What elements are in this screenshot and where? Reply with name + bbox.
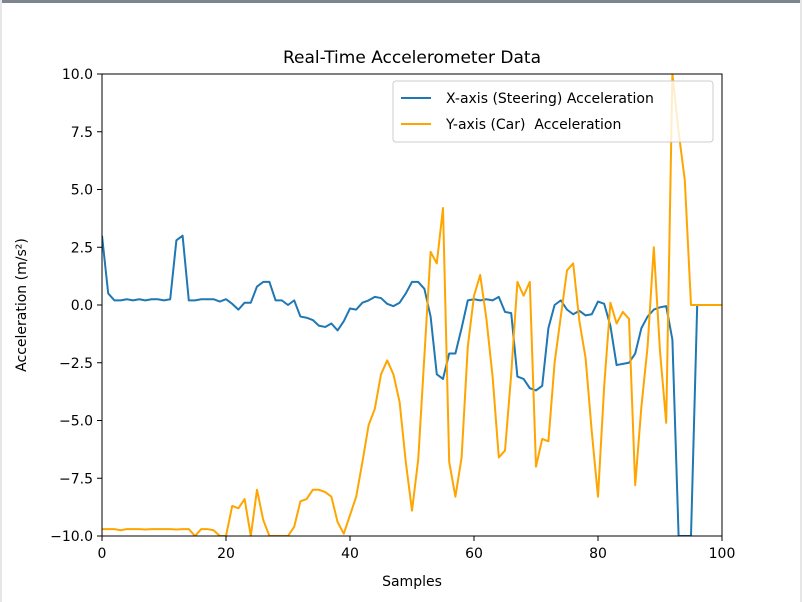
x-tick-label: 80 <box>589 546 607 562</box>
y-tick-label: −10.0 <box>50 529 93 545</box>
y-tick-label: 7.5 <box>71 125 93 141</box>
plot-frame <box>101 73 723 537</box>
window-left-border <box>0 0 2 602</box>
y-tick-label: −7.5 <box>59 471 93 487</box>
x-tick-label: 40 <box>341 546 359 562</box>
y-tick-label: −2.5 <box>59 356 93 372</box>
x-axis-label: Samples <box>382 574 442 590</box>
x-tick-label: 60 <box>465 546 483 562</box>
series-line-1 <box>102 74 722 536</box>
legend-label-x-axis: X-axis (Steering) Acceleration <box>446 91 654 107</box>
y-axis-label: Acceleration (m/s²) <box>14 238 30 372</box>
y-tick-label: 0.0 <box>71 298 93 314</box>
series-layer <box>102 74 722 536</box>
y-axis-ticks: 10.0 7.5 5.0 2.5 0.0 −2.5 −5.0 −7.5 −10.0 <box>50 67 102 545</box>
y-tick-label: −5.0 <box>59 414 93 430</box>
legend: X-axis (Steering) Acceleration Y-axis (C… <box>392 80 714 143</box>
legend-box <box>392 80 714 143</box>
legend-label-y-axis: Y-axis (Car) Acceleration <box>445 117 621 133</box>
x-tick-label: 20 <box>217 546 235 562</box>
window-top-border <box>0 0 802 3</box>
y-tick-label: 2.5 <box>71 240 93 256</box>
x-tick-label: 0 <box>98 546 107 562</box>
chart-title: Real-Time Accelerometer Data <box>283 48 541 68</box>
x-tick-label: 100 <box>709 546 736 562</box>
y-tick-label: 10.0 <box>62 67 93 83</box>
y-tick-label: 5.0 <box>71 183 93 199</box>
series-line-0 <box>102 234 722 536</box>
x-axis-ticks: 0 20 40 60 80 100 <box>98 536 736 562</box>
window-right-border <box>800 0 802 602</box>
